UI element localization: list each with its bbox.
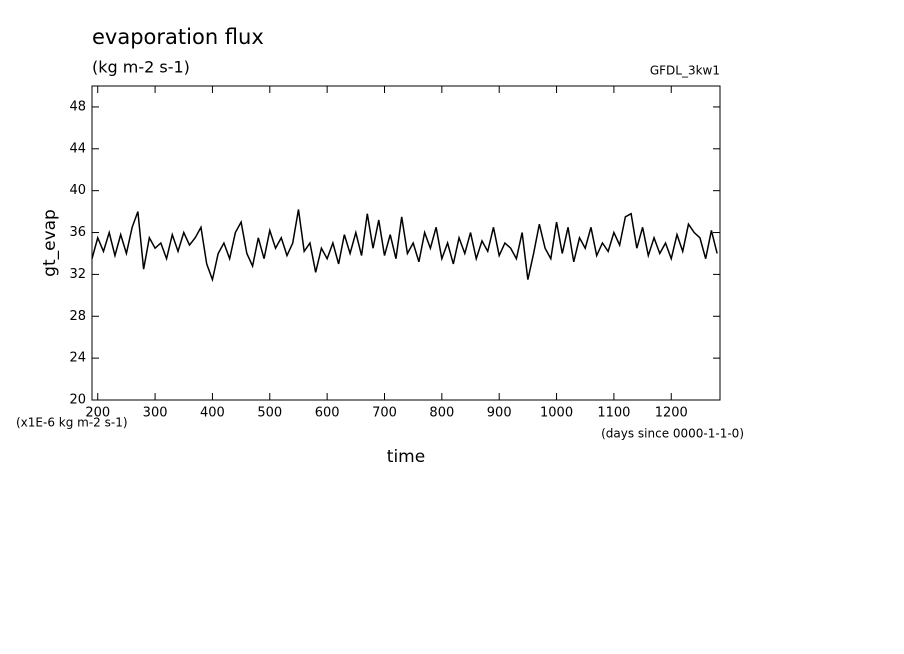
- x-tick-label: 900: [487, 406, 512, 421]
- x-axis-label: time: [387, 447, 425, 467]
- y-tick-label: 36: [69, 225, 86, 240]
- y-tick-label: 32: [69, 267, 86, 282]
- chart-title: evaporation flux: [92, 25, 264, 49]
- y-units: (x1E-6 kg m-2 s-1): [16, 416, 128, 430]
- x-tick-label: 1100: [597, 406, 630, 421]
- x-tick-label: 300: [143, 406, 168, 421]
- x-tick-label: 600: [315, 406, 340, 421]
- data-line: [91, 209, 718, 283]
- y-axis-label: gt_evap: [40, 209, 60, 277]
- dataset-label: GFDL_3kw1: [650, 64, 720, 78]
- y-tick-label: 40: [69, 183, 86, 198]
- x-tick-label: 800: [429, 406, 454, 421]
- plot-frame: [91, 85, 721, 401]
- x-units: (days since 0000-1-1-0): [601, 427, 744, 441]
- y-tick-label: 44: [69, 141, 86, 156]
- x-tick-label: 1000: [540, 406, 573, 421]
- x-tick-label: 200: [85, 406, 110, 421]
- y-tick-label: 24: [69, 351, 86, 366]
- x-tick-label: 1200: [655, 406, 688, 421]
- chart-subtitle: (kg m-2 s-1): [92, 58, 190, 77]
- y-tick-label: 48: [69, 99, 86, 114]
- x-tick-label: 500: [257, 406, 282, 421]
- x-tick-label: 400: [200, 406, 225, 421]
- y-tick-label: 28: [69, 309, 86, 324]
- y-tick-label: 20: [69, 393, 86, 408]
- x-tick-label: 700: [372, 406, 397, 421]
